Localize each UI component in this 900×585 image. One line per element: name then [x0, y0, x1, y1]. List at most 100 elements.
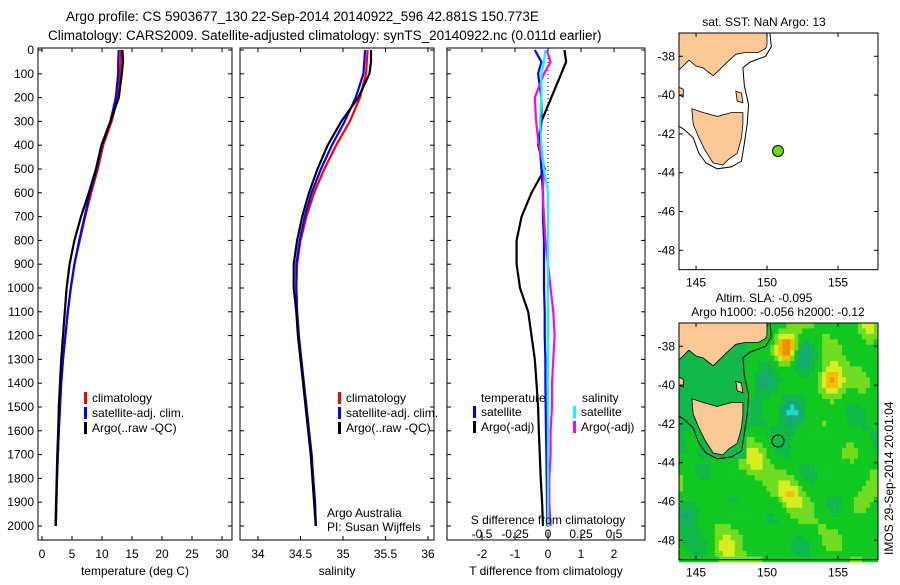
sla-cell — [782, 513, 787, 519]
sla-cell — [830, 480, 835, 487]
sla-cell — [786, 475, 791, 481]
sla-cell — [687, 529, 692, 536]
sla-cell — [774, 507, 779, 514]
sla-cell — [710, 399, 715, 405]
sla-cell — [698, 453, 704, 460]
sla-cell — [774, 426, 779, 432]
sla-cell — [718, 518, 723, 525]
depth-tick-label: 1300 — [7, 352, 34, 366]
sla-cell — [857, 534, 863, 541]
sla-cell — [730, 551, 735, 557]
sla-cell — [702, 534, 708, 541]
sla-cell — [826, 502, 831, 508]
sla-cell — [794, 371, 799, 378]
sla-cell — [694, 447, 700, 454]
sla-cell — [742, 344, 747, 351]
sla-cell — [838, 377, 843, 383]
sla-cell — [782, 382, 787, 389]
sla-cell — [698, 431, 704, 438]
sla-cell — [786, 366, 791, 373]
sla-cell — [746, 496, 751, 503]
sla-cell — [842, 388, 847, 394]
sla-cell — [742, 458, 747, 465]
sla-cell — [869, 328, 874, 335]
sla-cell — [806, 350, 811, 356]
sla-cell — [754, 486, 759, 492]
sla-cell — [778, 486, 783, 492]
sla-cell — [782, 518, 787, 525]
sla-cell — [818, 529, 823, 536]
sla-cell — [873, 415, 878, 421]
sla-cell — [683, 388, 688, 394]
sla-cell — [774, 366, 779, 373]
sla-cell — [850, 453, 855, 460]
sla-cell — [798, 469, 803, 476]
sla-cell — [714, 475, 719, 481]
sla-cell — [694, 545, 700, 552]
sla-cell — [873, 377, 878, 383]
sla-cell — [790, 344, 795, 351]
sla-cell — [774, 371, 779, 378]
sla-cell — [687, 361, 692, 367]
sla-cell — [842, 350, 847, 356]
sla-cell — [698, 447, 704, 454]
sla-cell — [873, 513, 878, 519]
sla-cell — [873, 323, 878, 329]
sla-cell — [850, 437, 855, 443]
sla-cell — [830, 447, 835, 454]
sla-cell — [687, 545, 692, 552]
sla-cell — [869, 447, 874, 454]
sla-cell — [698, 355, 704, 362]
sla-cell — [861, 437, 867, 443]
sla-cell — [754, 404, 759, 411]
sla-cell — [806, 431, 811, 438]
depth-tick-label: 600 — [14, 186, 34, 200]
sla-cell — [826, 382, 831, 389]
sla-cell — [762, 426, 767, 432]
sla-cell — [694, 502, 700, 508]
sla-cell — [778, 437, 783, 443]
sla-cell — [822, 426, 827, 432]
salinity-line-1 — [295, 49, 367, 527]
sla-cell — [869, 458, 874, 465]
sla-cell — [786, 453, 791, 460]
sla-cell — [762, 404, 767, 411]
sla-cell — [754, 507, 759, 514]
sla-cell — [770, 458, 775, 465]
sla-cell — [838, 437, 843, 443]
sla-cell — [842, 382, 847, 389]
sla-cell — [710, 475, 715, 481]
sla-cell — [790, 475, 795, 481]
sla-cell — [865, 382, 871, 389]
sla-cell — [869, 507, 874, 514]
sla-cell — [806, 486, 811, 492]
sla-cell — [758, 540, 763, 546]
sla-cell — [734, 388, 739, 394]
sla-cell — [758, 431, 763, 438]
sla-cell — [865, 371, 871, 378]
sla-cell — [869, 431, 874, 438]
sla-cell — [694, 437, 700, 443]
sla-cell — [690, 431, 696, 438]
sla-cell — [838, 524, 843, 530]
sla-cell — [734, 524, 739, 530]
sla-cell — [694, 442, 700, 449]
sla-cell — [802, 377, 807, 383]
sla-cell — [706, 464, 711, 470]
sla-cell — [750, 469, 755, 476]
sla-cell — [679, 540, 684, 546]
sla-cell — [714, 464, 719, 470]
sla-cell — [818, 475, 823, 481]
sla-cell — [790, 339, 795, 345]
sla-cell — [778, 426, 783, 432]
x-tick-label: 5 — [69, 547, 76, 561]
sla-cell — [738, 442, 743, 449]
sla-cell — [774, 518, 779, 525]
sla-cell — [834, 540, 839, 546]
sla-cell — [853, 393, 859, 400]
sla-cell — [718, 382, 723, 389]
sla-cell — [698, 524, 704, 530]
sla-cell — [794, 475, 799, 481]
sla-cell — [694, 426, 700, 432]
sla-cell — [834, 404, 839, 411]
